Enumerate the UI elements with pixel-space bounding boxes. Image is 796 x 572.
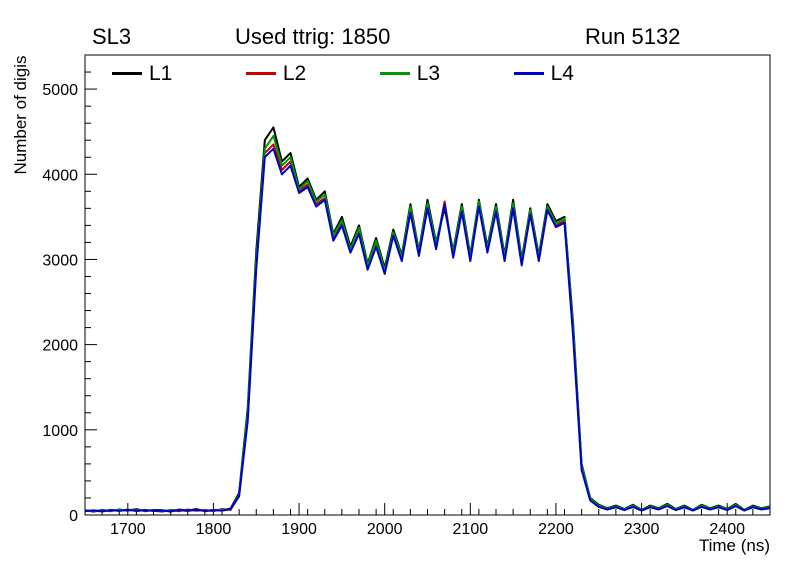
run-label: Run 5132 (585, 24, 681, 49)
legend-label-l1: L1 (149, 61, 173, 85)
y-tick-label: 1000 (42, 423, 78, 440)
x-tick-label: 1700 (110, 521, 146, 538)
series-line-l1 (84, 126, 771, 513)
y-tick-label: 3000 (42, 252, 78, 269)
legend-entry-l4: L4 (513, 61, 574, 85)
legend-entry-l1: L1 (112, 63, 172, 84)
plot-frame (84, 54, 771, 516)
y-tick-label: 0 (69, 508, 78, 525)
page-title: Used ttrig: 1850 (235, 24, 391, 49)
legend: L1 L2 L3 L4 (112, 60, 574, 86)
x-tick-label: 2100 (453, 521, 489, 538)
legend-label-l2: L2 (282, 61, 307, 85)
legend-label-l4: L4 (550, 61, 574, 85)
x-axis-title: Time (ns) (699, 536, 770, 555)
y-axis-title: Number of digis (11, 55, 30, 174)
x-tick-label: 1800 (196, 521, 232, 538)
legend-label-l3: L3 (416, 61, 441, 85)
chamber-label: SL3 (92, 24, 132, 49)
x-tick-label: 2300 (624, 521, 660, 538)
legend-line-swatch-l3 (379, 71, 410, 75)
x-tick-label: 2000 (367, 521, 403, 538)
legend-line-swatch-l2 (245, 71, 276, 75)
x-tick-label: 2200 (538, 521, 574, 538)
x-tick-label: 2400 (709, 521, 745, 538)
legend-line-swatch-l4 (513, 71, 544, 75)
y-tick-label: 5000 (42, 82, 78, 99)
legend-line-swatch-l1 (112, 71, 142, 75)
series-line-l4 (84, 147, 771, 513)
x-tick-label: 1900 (281, 521, 317, 538)
y-tick-label: 4000 (42, 167, 78, 184)
legend-entry-l2: L2 (245, 61, 307, 85)
series-line-l3 (84, 134, 771, 513)
y-tick-label: 2000 (42, 338, 78, 355)
legend-entry-l3: L3 (379, 61, 441, 85)
